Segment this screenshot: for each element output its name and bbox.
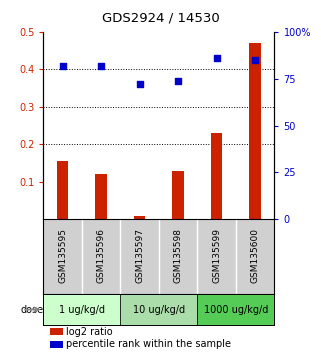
Bar [249, 43, 261, 219]
Point [214, 55, 219, 61]
Text: 10 ug/kg/d: 10 ug/kg/d [133, 304, 185, 315]
Point [99, 63, 104, 68]
Bar [172, 171, 184, 219]
Point [176, 78, 181, 84]
Bar [120, 294, 197, 325]
Text: GSM135598: GSM135598 [174, 228, 183, 283]
Bar [134, 216, 145, 219]
Text: GSM135600: GSM135600 [251, 228, 260, 283]
Bar [95, 173, 107, 219]
Text: GSM135596: GSM135596 [97, 228, 106, 283]
Text: 1000 ug/kg/d: 1000 ug/kg/d [204, 304, 268, 315]
Point [137, 81, 142, 87]
Point [60, 63, 65, 68]
Bar [50, 328, 63, 335]
Text: 1 ug/kg/d: 1 ug/kg/d [59, 304, 105, 315]
Bar [43, 294, 120, 325]
Point [253, 57, 258, 63]
Text: GSM135597: GSM135597 [135, 228, 144, 283]
Bar [50, 341, 63, 348]
Text: percentile rank within the sample: percentile rank within the sample [66, 339, 231, 349]
Text: GSM135599: GSM135599 [212, 228, 221, 283]
Bar [57, 161, 68, 219]
Text: dose: dose [20, 304, 43, 315]
Text: GSM135595: GSM135595 [58, 228, 67, 283]
Bar [197, 294, 274, 325]
Text: log2 ratio: log2 ratio [66, 326, 113, 337]
Bar [211, 133, 222, 219]
Text: GDS2924 / 14530: GDS2924 / 14530 [102, 12, 219, 25]
